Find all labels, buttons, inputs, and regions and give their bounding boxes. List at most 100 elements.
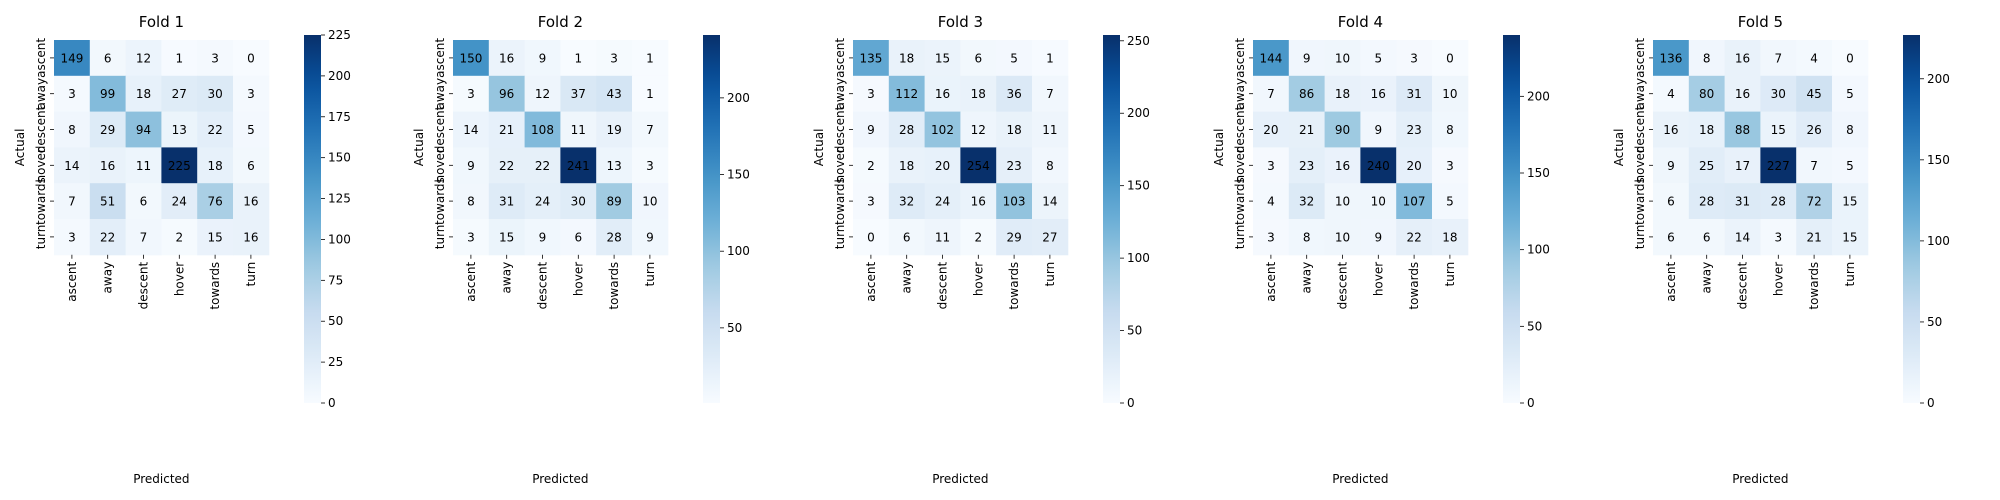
heatmap-cell — [1653, 147, 1690, 184]
heatmap-cell — [54, 183, 91, 220]
colorbar-tick-label: 50 — [1927, 315, 1942, 329]
heatmap-cell — [197, 40, 234, 77]
heatmap-cell — [960, 75, 997, 113]
cell-value-label: 18 — [1335, 87, 1350, 101]
x-tick-label: turn — [643, 262, 657, 287]
cell-value-label: 5 — [1446, 195, 1454, 209]
cell-value-label: 8 — [467, 195, 475, 209]
cell-value-label: 31 — [1735, 195, 1750, 209]
heatmap-cell — [1288, 219, 1326, 256]
cell-value-label: 15 — [499, 230, 514, 244]
cell-value-label: 30 — [571, 195, 586, 209]
colorbar-tick-label: 125 — [328, 192, 351, 206]
x-tick-label: ascent — [864, 262, 878, 302]
cell-value-label: 8 — [1846, 123, 1854, 137]
cell-value-label: 23 — [1406, 123, 1421, 137]
y-axis-label: Actual — [412, 129, 426, 167]
x-tick-label: hover — [971, 262, 985, 296]
y-tick-label: towards — [833, 177, 847, 225]
heatmap-cell — [1832, 147, 1869, 184]
cell-value-label: 3 — [467, 87, 475, 101]
heatmap-cell — [1724, 183, 1761, 220]
y-tick-label: hover — [433, 148, 447, 182]
cell-value-label: 15 — [935, 51, 950, 65]
cell-value-label: 36 — [1006, 87, 1021, 101]
x-tick-label: hover — [1371, 262, 1385, 296]
colorbar-tick-label: 200 — [1527, 89, 1550, 103]
x-tick-label: away — [1700, 262, 1714, 294]
heatmap-cell — [960, 147, 997, 184]
cell-value-label: 30 — [1771, 87, 1786, 101]
colorbar-tick-label: 150 — [1527, 166, 1550, 180]
cell-value-label: 30 — [207, 87, 222, 101]
heatmap-cell — [1360, 40, 1397, 77]
x-tick-label: ascent — [464, 262, 478, 302]
colorbar-tick-label: 150 — [1927, 153, 1950, 167]
heatmap-cell — [1432, 75, 1469, 113]
heatmap-cell — [1796, 111, 1833, 148]
x-tick-label: hover — [571, 262, 585, 296]
heatmap-cell — [632, 75, 669, 113]
colorbar-tick-label: 200 — [1927, 72, 1950, 86]
cell-value-label: 8 — [1303, 230, 1311, 244]
heatmap-cell — [1832, 219, 1869, 256]
cell-value-label: 9 — [1667, 159, 1675, 173]
cell-value-label: 21 — [499, 123, 514, 137]
cell-value-label: 3 — [211, 51, 219, 65]
heatmap-cell — [1724, 40, 1761, 77]
heatmap-cell — [233, 75, 270, 113]
cell-value-label: 20 — [935, 159, 950, 173]
heatmap-cell — [996, 183, 1033, 220]
heatmap-cell — [524, 219, 561, 256]
heatmap-cell — [1688, 40, 1726, 77]
cell-value-label: 22 — [535, 159, 550, 173]
heatmap-cell — [233, 111, 270, 148]
cell-value-label: 14 — [463, 123, 478, 137]
cell-value-label: 94 — [136, 123, 151, 137]
heatmap-cell — [853, 147, 890, 184]
colorbar — [1103, 35, 1120, 403]
y-tick-label: ascent — [433, 38, 447, 78]
cell-value-label: 3 — [1446, 159, 1454, 173]
heatmap-cell — [524, 75, 561, 113]
cell-value-label: 14 — [1042, 195, 1057, 209]
cell-value-label: 19 — [606, 123, 621, 137]
cell-value-label: 7 — [1267, 87, 1275, 101]
heatmap-cell — [1360, 219, 1397, 256]
cell-value-label: 22 — [1406, 230, 1421, 244]
cell-value-label: 45 — [1806, 87, 1821, 101]
heatmap-cell — [1796, 183, 1833, 220]
heatmap-cell — [1760, 111, 1797, 148]
cell-value-label: 16 — [1371, 87, 1386, 101]
cell-value-label: 10 — [1335, 51, 1350, 65]
heatmap-cell — [1688, 75, 1726, 113]
heatmap-cell — [125, 219, 162, 256]
heatmap-cell — [1032, 219, 1069, 256]
heatmap-cell — [1724, 111, 1761, 148]
colorbar-tick-label: 150 — [1127, 179, 1150, 193]
heatmap-cell — [888, 111, 926, 148]
heatmap-cell — [632, 111, 669, 148]
y-tick-label: away — [433, 78, 447, 110]
heatmap-cell — [1653, 111, 1690, 148]
cell-value-label: 8 — [1446, 123, 1454, 137]
cell-value-label: 89 — [606, 195, 621, 209]
heatmap-cell — [89, 75, 127, 113]
heatmap-cell — [125, 183, 162, 220]
cell-value-label: 18 — [136, 87, 151, 101]
cell-value-label: 72 — [1806, 195, 1821, 209]
y-tick-label: hover — [833, 148, 847, 182]
heatmap-cell — [996, 75, 1033, 113]
y-tick-label: away — [1633, 78, 1647, 110]
heatmap-cell — [1324, 219, 1361, 256]
heatmap-cell — [1396, 147, 1433, 184]
heatmap-cell — [1760, 183, 1797, 220]
cell-value-label: 4 — [1810, 51, 1818, 65]
x-tick-label: towards — [607, 262, 621, 310]
heatmap-cell — [1253, 147, 1290, 184]
x-tick-label: towards — [1807, 262, 1821, 310]
y-tick-label: descent — [433, 105, 447, 153]
cell-value-label: 22 — [499, 159, 514, 173]
